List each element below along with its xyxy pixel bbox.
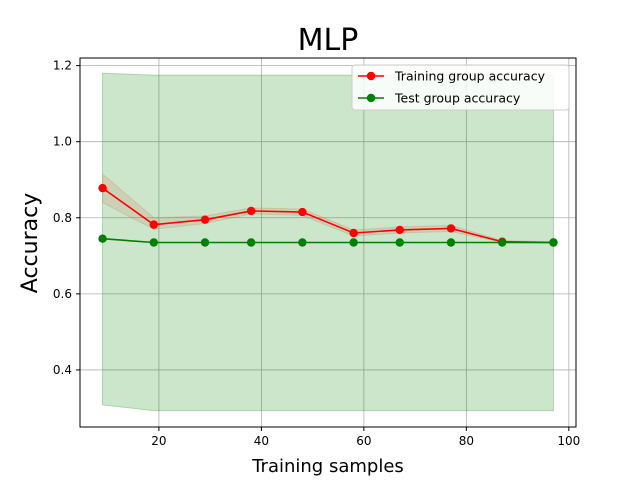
series-lines <box>102 187 554 244</box>
series-markers <box>98 183 558 247</box>
plot-frame <box>79 57 577 428</box>
legend-box <box>351 64 570 111</box>
legend-marker-0 <box>366 71 376 81</box>
series-0-point <box>298 207 307 217</box>
series-line-0 <box>102 187 554 244</box>
x-tick-label: 60 <box>356 434 371 448</box>
series-0-point <box>246 206 256 216</box>
y-tick-label: 0.8 <box>53 211 72 225</box>
series-1-point <box>498 238 507 247</box>
series-1-point <box>298 238 307 247</box>
y-tick-label: 1.0 <box>53 135 72 149</box>
y-axis-label: Accuracy <box>18 193 43 293</box>
chart-title: MLP <box>298 23 359 58</box>
series-0-point <box>200 215 210 224</box>
series-line-1 <box>102 237 554 244</box>
series-1-point <box>549 238 558 247</box>
series-1-point <box>200 238 210 247</box>
x-axis-ticks: 20 40 60 80 100 <box>151 427 580 448</box>
series-1-point <box>246 238 256 247</box>
series-0-point <box>446 224 456 233</box>
x-tick-label: 100 <box>557 434 580 448</box>
x-tick-label: 80 <box>459 434 474 448</box>
x-tick-label: 20 <box>151 434 166 448</box>
legend-label-0: Training group accuracy <box>394 69 546 84</box>
x-axis-label: Training samples <box>251 456 404 477</box>
y-tick-label: 0.6 <box>53 287 72 301</box>
series-1-point <box>446 238 456 247</box>
series-0-point <box>349 228 358 238</box>
series-1-point <box>149 238 158 247</box>
series-1-point <box>349 238 358 247</box>
y-axis-ticks: 0.4 0.6 0.8 1.0 1.2 <box>53 59 80 377</box>
x-tick-label: 40 <box>254 434 269 448</box>
y-tick-label: 1.2 <box>53 59 72 73</box>
series-1-point <box>98 234 107 243</box>
series-1-point <box>395 238 404 247</box>
y-tick-label: 0.4 <box>53 363 72 377</box>
series-0-point <box>149 220 158 229</box>
series-0-point <box>395 225 404 235</box>
legend: Training group accuracy Test group accura… <box>351 64 570 111</box>
series-0-point <box>98 183 107 193</box>
legend-label-1: Test group accuracy <box>394 91 521 106</box>
legend-marker-1 <box>366 93 376 103</box>
